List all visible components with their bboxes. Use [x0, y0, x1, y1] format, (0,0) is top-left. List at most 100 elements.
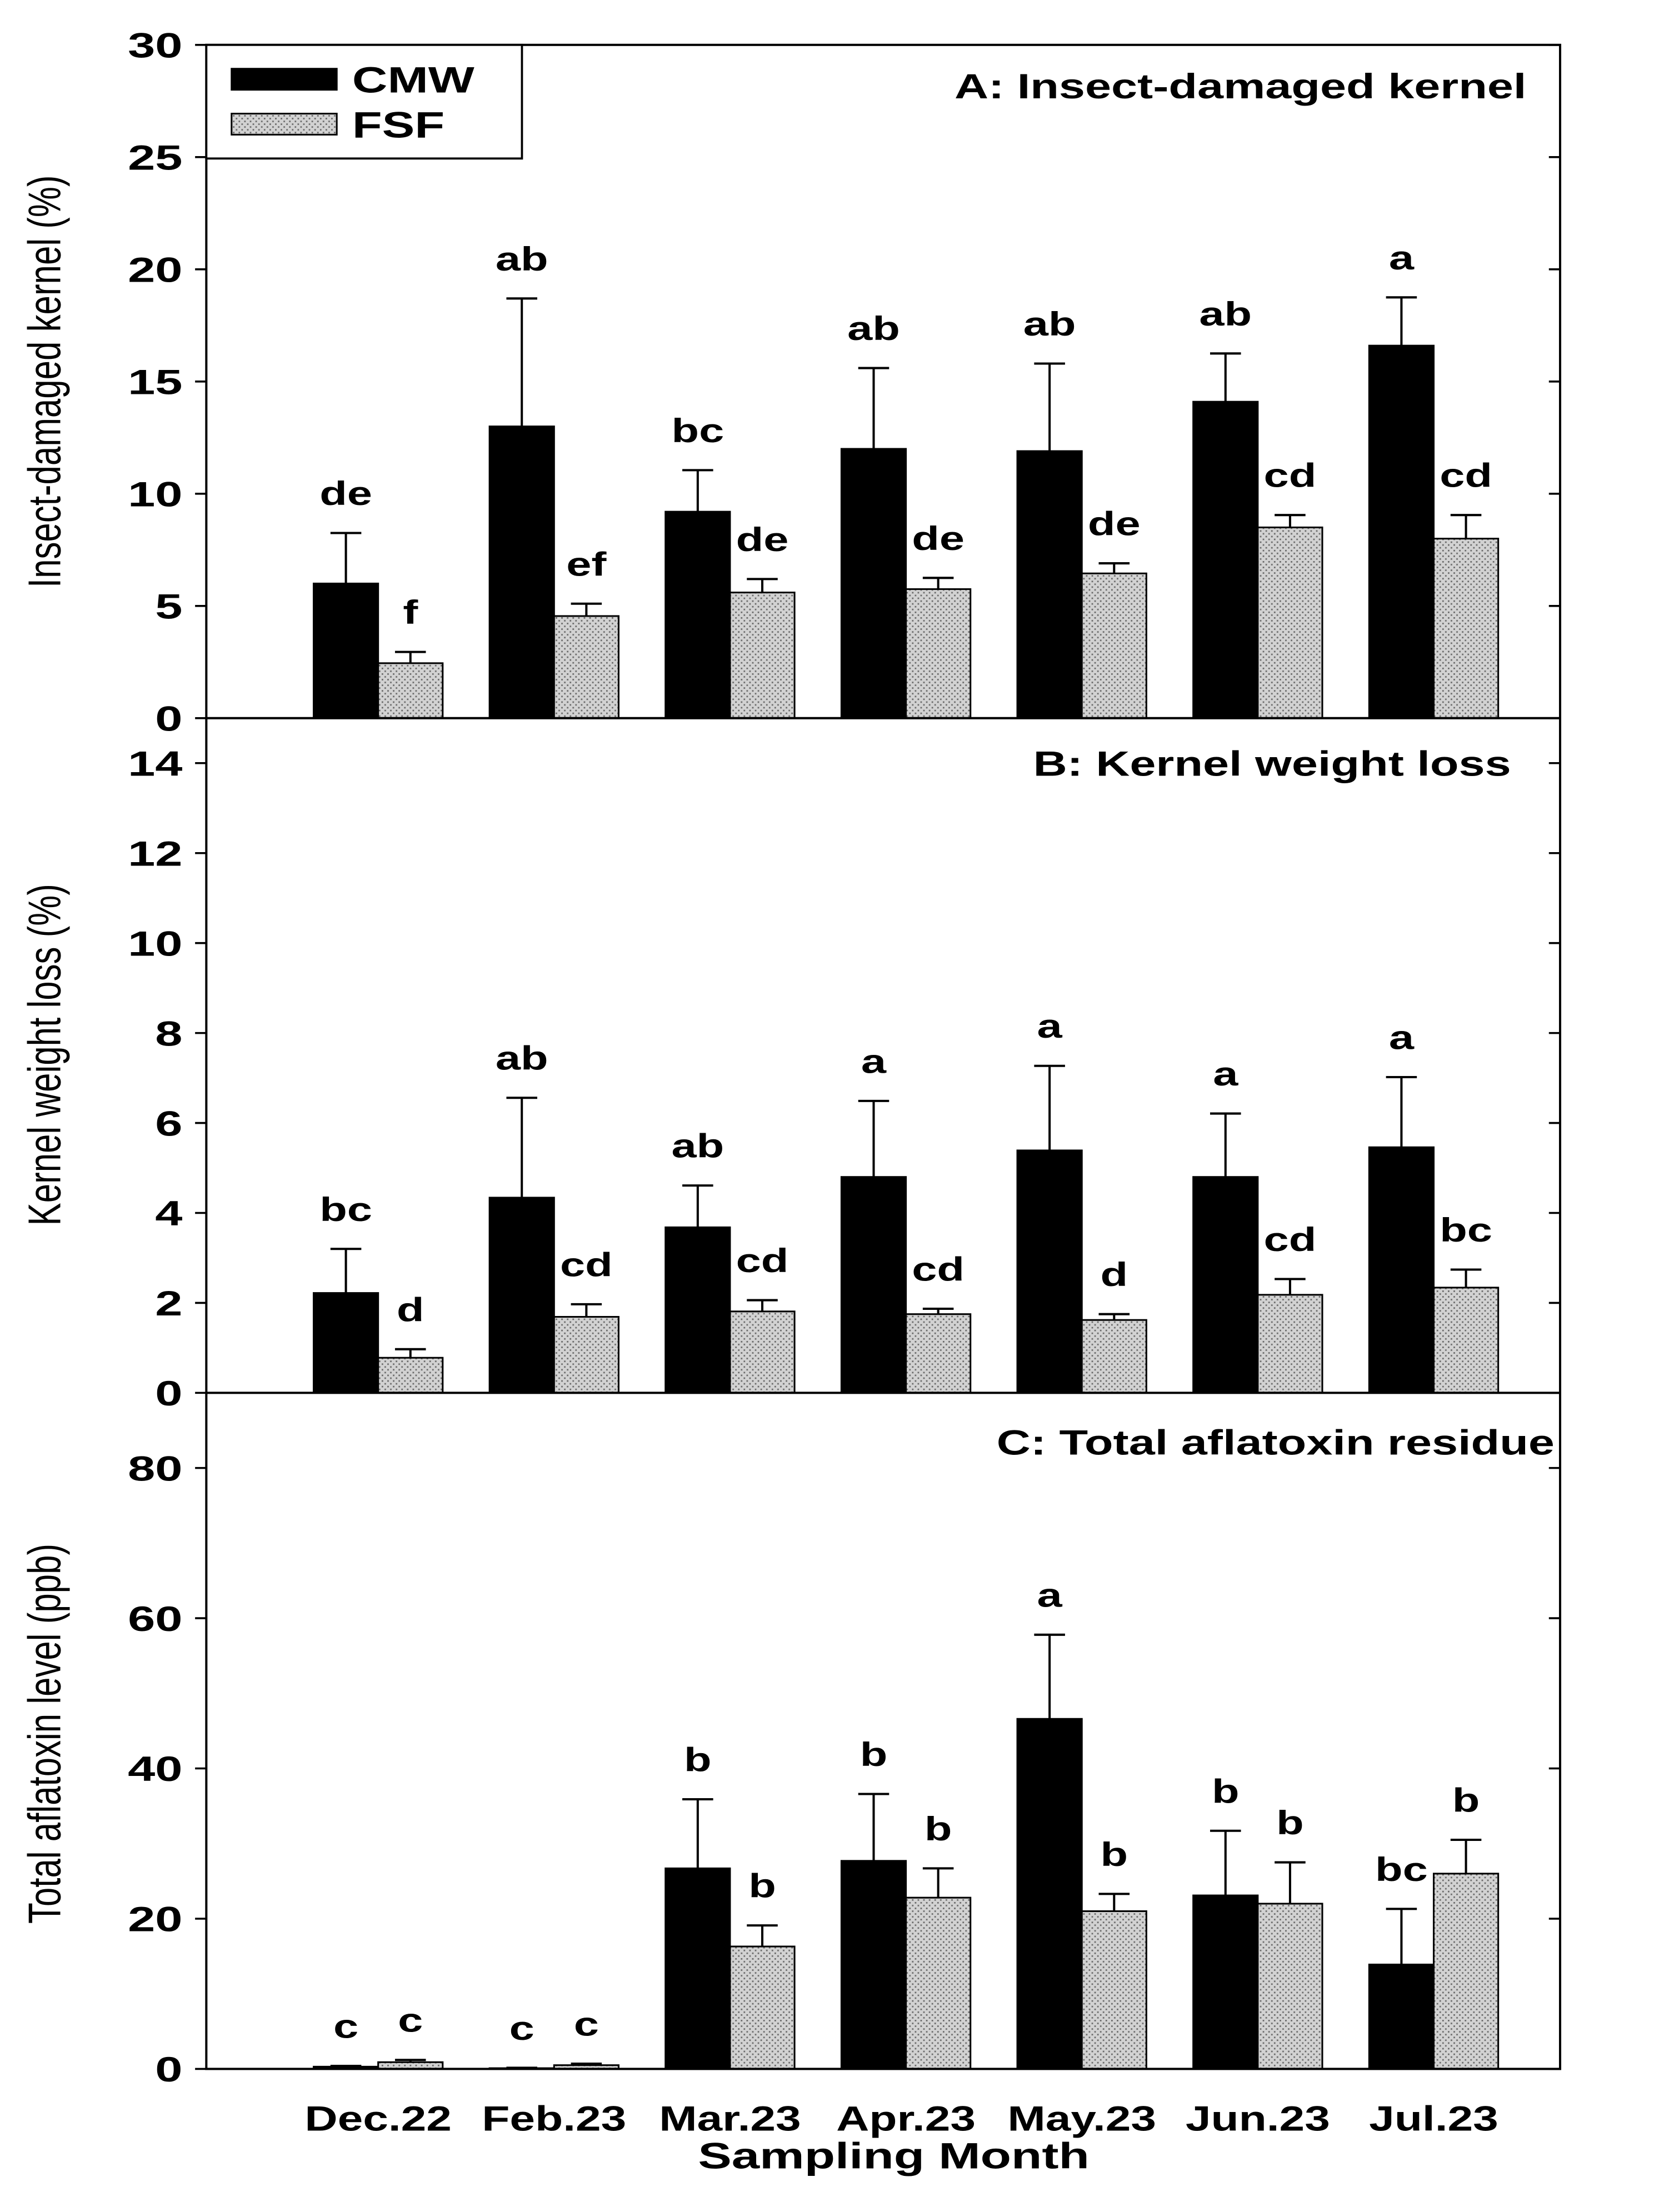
- panel-b-ytick-label-1: 2: [155, 1284, 182, 1323]
- panel-c-ytick-label-1: 20: [128, 1900, 182, 1939]
- panel-a-bar-cmw-0: [312, 582, 379, 719]
- panel-a-letter-cmw-4: ab: [1023, 306, 1076, 343]
- panel-b-bar-fsf-1: [553, 1316, 619, 1394]
- panel-c-ytick-label-3: 60: [128, 1599, 182, 1639]
- panel-b-bar-fsf-0: [377, 1357, 444, 1394]
- panel-b-ytick-label-6: 12: [128, 834, 182, 874]
- panel-c-letter-fsf-2: b: [748, 1868, 776, 1905]
- panel-c-letter-cmw-2: b: [684, 1741, 712, 1779]
- panel-b-letter-cmw-2: ab: [671, 1127, 724, 1165]
- panel-c-letter-cmw-5: b: [1212, 1773, 1240, 1810]
- panel-b-letter-cmw-5: a: [1213, 1055, 1238, 1093]
- panel-a-bar-cmw-1: [488, 426, 555, 719]
- legend-swatch-cmw: [231, 68, 338, 91]
- panel-a-bar-fsf-2: [729, 592, 796, 719]
- panel-b-ytick-label-3: 6: [155, 1104, 182, 1144]
- panel-a-bar-fsf-6: [1432, 538, 1500, 719]
- panel-c-bar-cmw-5: [1192, 1894, 1259, 2070]
- panel-c-letter-fsf-4: b: [1100, 1836, 1128, 1874]
- panel-c: 0 20 40 60 80 Total aflatoxin level (ppb) C: T…: [19, 1423, 1560, 2089]
- panel-a-title: A: Insect-damaged kernel: [955, 66, 1526, 106]
- panel-a-letter-cmw-2: bc: [671, 412, 724, 450]
- panel-c-bar-fsf-2: [729, 1945, 796, 2070]
- panel-b-letter-fsf-0: d: [397, 1291, 424, 1329]
- panel-b-bar-fsf-3: [905, 1313, 972, 1394]
- panel-a-letter-cmw-3: ab: [847, 310, 900, 348]
- legend-label-fsf: FSF: [352, 105, 444, 146]
- panel-b-bar-cmw-0: [312, 1292, 379, 1394]
- panel-a-letter-fsf-2: de: [736, 521, 789, 559]
- panel-c-ytick-label-2: 40: [128, 1750, 182, 1789]
- panel-a-bar-cmw-5: [1192, 401, 1259, 719]
- legend-box: [205, 43, 523, 160]
- panel-b-ytick-label-0: 0: [155, 1374, 182, 1413]
- panel-c-bar-fsf-5: [1257, 1903, 1323, 2070]
- x-tick-label-5: Jun.23: [1186, 2099, 1330, 2139]
- x-axis-title: Sampling Month: [698, 2135, 1090, 2176]
- panel-b-letter-cmw-3: a: [861, 1043, 887, 1080]
- legend-label-cmw: CMW: [352, 60, 475, 101]
- panel-c-y-axis-title: Total aflatoxin level (ppb): [19, 1544, 71, 1924]
- panel-a-bar-fsf-4: [1081, 572, 1147, 719]
- panel-a-ytick-label-6: 30: [128, 26, 182, 66]
- panel-a-letter-fsf-3: de: [912, 520, 965, 558]
- panel-a-bar-cmw-3: [840, 448, 907, 719]
- panel-b-ytick-label-2: 4: [155, 1194, 182, 1234]
- panel-a-letter-cmw-5: ab: [1199, 296, 1252, 333]
- panel-a-bar-cmw-4: [1016, 450, 1083, 719]
- panel-c-letter-cmw-3: b: [860, 1736, 888, 1774]
- panel-b-bar-cmw-4: [1016, 1149, 1083, 1394]
- panel-c-letter-cmw-4: a: [1037, 1577, 1063, 1614]
- panel-b-title: B: Kernel weight loss: [1033, 744, 1511, 783]
- panel-c-bar-fsf-3: [905, 1896, 972, 2070]
- panel-a-letter-fsf-4: de: [1088, 505, 1141, 543]
- x-tick-label-1: Feb.23: [482, 2099, 626, 2139]
- panel-b-bar-fsf-6: [1432, 1287, 1500, 1394]
- panel-c-letter-fsf-1: c: [574, 2005, 599, 2043]
- panel-c-bar-fsf-6: [1432, 1873, 1500, 2070]
- panel-a-ytick-label-3: 15: [128, 363, 182, 402]
- panel-a-letter-fsf-0: f: [403, 594, 418, 632]
- panel-a-letter-fsf-6: cd: [1440, 457, 1492, 495]
- panel-b-y-axis-title: Kernel weight loss (%): [19, 884, 71, 1225]
- panel-b-letter-fsf-3: cd: [912, 1250, 965, 1288]
- panel-b-ytick-label-7: 14: [128, 744, 183, 784]
- panel-c-letter-fsf-6: b: [1452, 1781, 1480, 1819]
- panel-c-letter-cmw-0: c: [333, 2008, 358, 2045]
- panel-a-bar-fsf-5: [1257, 526, 1323, 719]
- panel-c-bar-cmw-6: [1368, 1963, 1435, 2070]
- panel-b-letter-fsf-5: cd: [1264, 1221, 1317, 1259]
- x-tick-label-4: May.23: [1007, 2099, 1156, 2139]
- panel-b-letter-fsf-2: cd: [736, 1242, 789, 1280]
- panel-c-letter-cmw-1: c: [509, 2010, 534, 2048]
- panel-a-bar-cmw-2: [664, 511, 731, 719]
- panel-a-bar-fsf-0: [377, 662, 444, 719]
- panel-b-bar-fsf-2: [729, 1310, 796, 1394]
- panel-c-bar-cmw-3: [840, 1860, 907, 2070]
- panel-c-letter-fsf-0: c: [398, 2002, 423, 2040]
- x-axis: Sampling Month Dec.22 Feb.23 Mar.23 Apr.23 M…: [304, 2099, 1498, 2176]
- x-tick-label-0: Dec.22: [304, 2099, 452, 2139]
- panel-a-ytick-label-0: 0: [155, 699, 182, 739]
- legend: CMW FSF: [205, 43, 523, 160]
- panel-c-letter-fsf-5: b: [1276, 1804, 1304, 1842]
- panel-b-letter-cmw-0: bc: [319, 1191, 372, 1229]
- x-tick-label-2: Mar.23: [659, 2099, 801, 2139]
- panel-a-bar-cmw-6: [1368, 344, 1435, 719]
- panel-b-bar-cmw-1: [488, 1197, 555, 1394]
- panel-c-bar-cmw-2: [664, 1867, 731, 2070]
- panel-b-ytick-label-5: 10: [128, 924, 182, 964]
- panel-b-bar-fsf-5: [1257, 1294, 1323, 1394]
- panel-c-ytick-label-4: 80: [128, 1449, 182, 1489]
- panel-a: 0 5 10 15 20 25 30 Insect-damaged kernel (%) A: …: [19, 26, 1560, 739]
- x-tick-label-6: Jul.23: [1369, 2099, 1498, 2139]
- panel-a-ytick-label-1: 5: [155, 587, 182, 627]
- panel-b-bar-cmw-3: [840, 1176, 907, 1394]
- panel-b-letter-cmw-6: a: [1389, 1019, 1415, 1057]
- panel-b-letter-fsf-4: d: [1100, 1256, 1128, 1294]
- panel-a-letter-cmw-0: de: [319, 475, 372, 513]
- panel-a-bar-fsf-1: [553, 615, 619, 719]
- panel-c-title: C: Total aflatoxin residue: [997, 1423, 1555, 1462]
